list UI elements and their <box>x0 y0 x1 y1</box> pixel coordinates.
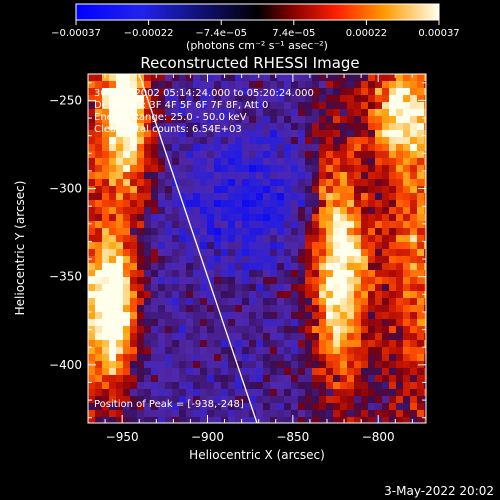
colorbar <box>75 3 440 21</box>
x-tick-label: −900 <box>191 430 224 444</box>
y-axis: −250 −300 −350 −400 <box>49 82 426 419</box>
x-tick-label: −950 <box>106 430 139 444</box>
colorbar-tick-label: 7.4e−05 <box>272 28 315 39</box>
info-annotations: 30-May-2002 05:14:24.000 to 05:20:24.000… <box>94 88 314 135</box>
colorbar-tick-label: −0.00022 <box>124 28 174 39</box>
y-tick-label: −400 <box>49 358 82 372</box>
peak-position-label: Position of Peak = [-938,-248] <box>94 399 244 410</box>
solar-limb-line <box>138 73 258 424</box>
y-tick-label: −350 <box>49 270 82 284</box>
annotation-energy: Energy Range: 25.0 - 50.0 keV <box>94 112 247 123</box>
y-tick-label: −250 <box>49 93 82 107</box>
y-axis-label: Heliocentric Y (arcsec) <box>13 181 27 316</box>
colorbar-ticks: −0.00037 −0.00022 −7.4e−05 7.4e−05 0.00022 0.… <box>51 20 460 39</box>
annotation-detectors: Detectors: 3F 4F 5F 6F 7F 8F, Att 0 <box>94 100 268 111</box>
chart-title: Reconstructed RHESSI Image <box>140 54 359 72</box>
colorbar-tick-label: 0.00022 <box>346 28 387 39</box>
x-axis: −950 −900 −850 −800 <box>87 74 413 444</box>
x-axis-label: Heliocentric X (arcsec) <box>189 448 325 462</box>
annotation-time: 30-May-2002 05:14:24.000 to 05:20:24.000 <box>94 88 314 99</box>
colorbar-tick-label: 0.00037 <box>418 28 459 39</box>
heatmap-image <box>88 74 426 423</box>
colorbar-tick-label: −7.4e−05 <box>195 28 247 39</box>
x-tick-label: −850 <box>276 430 309 444</box>
x-tick-label: −800 <box>362 430 395 444</box>
colorbar-unit-label: (photons cm⁻² s⁻¹ asec⁻²) <box>186 39 328 52</box>
plot-frame <box>87 73 427 424</box>
footer-timestamp: 3-May-2022 20:02 <box>384 484 494 498</box>
y-tick-label: −300 <box>49 182 82 196</box>
annotation-clean: Clean Total counts: 6.54E+03 <box>94 124 242 135</box>
colorbar-tick-label: −0.00037 <box>51 28 101 39</box>
